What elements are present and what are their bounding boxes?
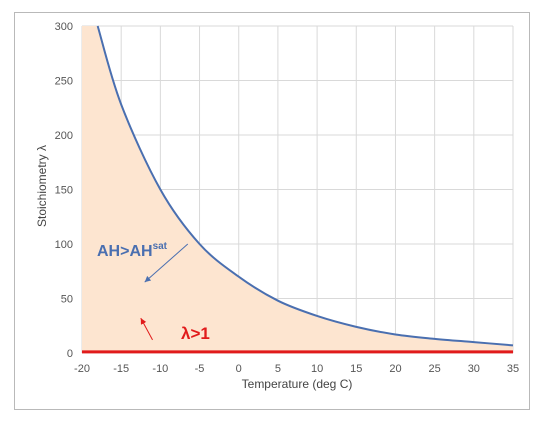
x-tick-label: -10: [152, 363, 168, 375]
x-tick-label: -15: [113, 363, 129, 375]
x-tick-label: 35: [507, 363, 519, 375]
x-tick-label: -20: [74, 363, 90, 375]
saturation-annotation: AH>AHsat: [97, 241, 168, 260]
lambda-annotation: λ>1: [181, 324, 210, 343]
x-tick-label: 25: [429, 363, 441, 375]
y-tick-label: 150: [55, 185, 73, 197]
y-axis-ticks: 0 50 100 150 200 250 300: [55, 21, 73, 360]
x-tick-label: 15: [350, 363, 362, 375]
x-tick-label: 10: [311, 363, 323, 375]
y-tick-label: 300: [55, 21, 73, 33]
y-axis-title: Stoichiometry λ: [35, 145, 49, 227]
saturation-curve-line: [96, 25, 514, 347]
x-tick-label: 5: [275, 363, 281, 375]
y-tick-label: 0: [67, 348, 73, 360]
y-tick-label: 50: [61, 294, 73, 306]
y-tick-label: 250: [55, 76, 73, 88]
lambda-annotation-arrow: [140, 317, 153, 341]
feasible-region-area: [82, 26, 513, 352]
y-tick-label: 100: [55, 239, 73, 251]
x-tick-label: -5: [195, 363, 205, 375]
x-tick-label: 20: [389, 363, 401, 375]
x-tick-label: 0: [236, 363, 242, 375]
saturation-annotation-arrow: [144, 243, 189, 283]
x-axis-title: Temperature (deg C): [242, 377, 353, 391]
x-axis-ticks: -20 -15 -10 -5 0 5 10 15 20 25 30 35: [74, 363, 519, 375]
x-tick-label: 30: [468, 363, 480, 375]
y-tick-label: 200: [55, 130, 73, 142]
